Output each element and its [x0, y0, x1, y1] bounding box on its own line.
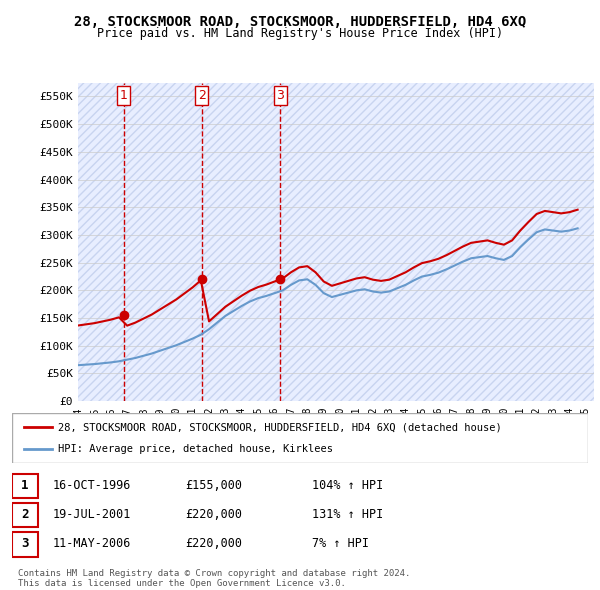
Text: 11-MAY-2006: 11-MAY-2006 [52, 537, 131, 550]
Text: 3: 3 [277, 89, 284, 102]
Text: 28, STOCKSMOOR ROAD, STOCKSMOOR, HUDDERSFIELD, HD4 6XQ (detached house): 28, STOCKSMOOR ROAD, STOCKSMOOR, HUDDERS… [58, 422, 502, 432]
Text: £220,000: £220,000 [185, 508, 242, 522]
Text: Contains HM Land Registry data © Crown copyright and database right 2024.: Contains HM Land Registry data © Crown c… [18, 569, 410, 578]
Text: £220,000: £220,000 [185, 537, 242, 550]
FancyBboxPatch shape [12, 503, 38, 527]
Text: 1: 1 [21, 479, 29, 492]
Text: This data is licensed under the Open Government Licence v3.0.: This data is licensed under the Open Gov… [18, 579, 346, 588]
Text: 28, STOCKSMOOR ROAD, STOCKSMOOR, HUDDERSFIELD, HD4 6XQ: 28, STOCKSMOOR ROAD, STOCKSMOOR, HUDDERS… [74, 15, 526, 29]
Text: 104% ↑ HPI: 104% ↑ HPI [311, 479, 383, 492]
Text: £155,000: £155,000 [185, 479, 242, 492]
Text: 19-JUL-2001: 19-JUL-2001 [52, 508, 131, 522]
Text: 131% ↑ HPI: 131% ↑ HPI [311, 508, 383, 522]
Text: 7% ↑ HPI: 7% ↑ HPI [311, 537, 368, 550]
Text: 2: 2 [21, 508, 29, 522]
Text: Price paid vs. HM Land Registry's House Price Index (HPI): Price paid vs. HM Land Registry's House … [97, 27, 503, 40]
Text: 1: 1 [120, 89, 128, 102]
FancyBboxPatch shape [12, 474, 38, 498]
Text: 2: 2 [198, 89, 206, 102]
Text: 3: 3 [21, 537, 29, 550]
FancyBboxPatch shape [12, 413, 588, 463]
Text: HPI: Average price, detached house, Kirklees: HPI: Average price, detached house, Kirk… [58, 444, 333, 454]
FancyBboxPatch shape [12, 532, 38, 556]
Text: 16-OCT-1996: 16-OCT-1996 [52, 479, 131, 492]
